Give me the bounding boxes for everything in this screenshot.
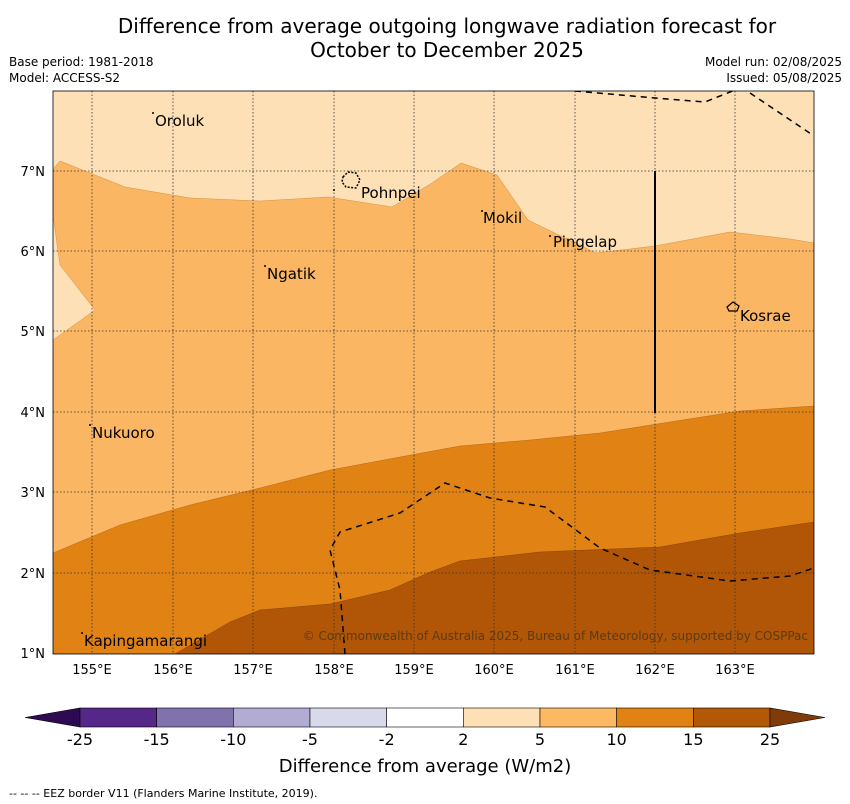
colorbar bbox=[24, 707, 826, 728]
meta-right: Model run: 02/08/2025 Issued: 05/08/2025 bbox=[705, 54, 842, 86]
colorbar-segment bbox=[309, 707, 387, 728]
copyright-notice: © Commonwealth of Australia 2025, Bureau… bbox=[303, 629, 808, 643]
title-line-2: October to December 2025 bbox=[310, 38, 584, 62]
colorbar-segment bbox=[156, 707, 234, 728]
place-pingelap: Pingelap bbox=[553, 233, 617, 251]
pohnpei-island bbox=[341, 171, 361, 189]
colorbar-segment bbox=[233, 707, 311, 728]
lat-label: 3°N bbox=[21, 486, 46, 501]
colorbar-segment bbox=[386, 707, 464, 728]
colorbar-tick-label: -15 bbox=[143, 730, 170, 749]
colorbar-tick-label: -2 bbox=[378, 730, 395, 749]
colorbar-tick-label: 2 bbox=[458, 730, 469, 749]
lon-label: 158°E bbox=[314, 663, 354, 678]
colorbar-segment bbox=[616, 707, 694, 728]
colorbar-segment bbox=[79, 707, 157, 728]
lat-label: 6°N bbox=[21, 245, 46, 260]
lon-label: 163°E bbox=[715, 663, 755, 678]
lon-axis: 155°E 156°E 157°E 158°E 159°E 160°E 161°… bbox=[72, 663, 755, 678]
base-period: Base period: 1981-2018 bbox=[9, 55, 154, 69]
lon-label: 157°E bbox=[233, 663, 273, 678]
lat-label: 1°N bbox=[21, 647, 46, 662]
model-name: Model: ACCESS-S2 bbox=[9, 71, 121, 85]
title-line-1: Difference from average outgoing longwav… bbox=[117, 14, 777, 38]
colorbar-extend-low bbox=[24, 707, 81, 728]
fill-15-to-25 bbox=[174, 521, 814, 654]
lat-label: 4°N bbox=[21, 406, 46, 421]
lon-label: 159°E bbox=[394, 663, 434, 678]
lat-label: 7°N bbox=[21, 165, 46, 180]
colorbar-tick-label: -5 bbox=[302, 730, 318, 749]
lon-label: 155°E bbox=[72, 663, 112, 678]
colorbar-tick-label: 10 bbox=[606, 730, 627, 749]
colorbar-tick-label: 15 bbox=[683, 730, 704, 749]
issued-date: Issued: 05/08/2025 bbox=[726, 71, 842, 85]
place-labels: Oroluk Pohnpei Mokil Pingelap Ngatik Kos… bbox=[84, 112, 791, 650]
place-kapingamarangi: Kapingamarangi bbox=[84, 632, 207, 650]
island-dots bbox=[81, 112, 551, 634]
colorbar-title: Difference from average (W/m2) bbox=[278, 756, 572, 777]
eez-legend-note: -- -- -- EEZ border V11 (Flanders Marine… bbox=[9, 787, 318, 800]
lon-label: 156°E bbox=[153, 663, 193, 678]
meta-left: Base period: 1981-2018 Model: ACCESS-S2 bbox=[9, 54, 154, 86]
colorbar-tick-label: -10 bbox=[220, 730, 247, 749]
eez-border bbox=[329, 91, 814, 654]
place-mokil: Mokil bbox=[483, 209, 522, 227]
lat-label: 5°N bbox=[21, 325, 46, 340]
place-nukuoro: Nukuoro bbox=[92, 424, 155, 442]
colorbar-segment bbox=[539, 707, 617, 728]
place-pohnpei: Pohnpei bbox=[361, 184, 421, 202]
colorbar-tick-label: -25 bbox=[66, 730, 94, 749]
place-oroluk: Oroluk bbox=[155, 112, 204, 130]
map-title: Difference from average outgoing longwav… bbox=[0, 14, 850, 62]
colorbar-segment bbox=[463, 707, 541, 728]
colorbar-segment bbox=[693, 707, 771, 728]
colorbar-tick-label: 25 bbox=[759, 730, 781, 749]
place-ngatik: Ngatik bbox=[267, 265, 316, 283]
lat-axis: 7°N 6°N 5°N 4°N 3°N 2°N 1°N bbox=[21, 165, 46, 662]
gridlines bbox=[53, 91, 814, 654]
lon-label: 162°E bbox=[635, 663, 675, 678]
colorbar-extend-high bbox=[769, 707, 826, 728]
map-area: Oroluk Pohnpei Mokil Pingelap Ngatik Kos… bbox=[53, 91, 814, 654]
lat-label: 2°N bbox=[21, 567, 46, 582]
lon-label: 161°E bbox=[555, 663, 595, 678]
place-kosrae: Kosrae bbox=[740, 307, 791, 325]
model-run: Model run: 02/08/2025 bbox=[704, 55, 842, 69]
colorbar-tick-label: 5 bbox=[534, 730, 546, 749]
lon-label: 160°E bbox=[474, 663, 514, 678]
map-frame bbox=[52, 90, 815, 655]
kosrae-island bbox=[726, 301, 740, 312]
